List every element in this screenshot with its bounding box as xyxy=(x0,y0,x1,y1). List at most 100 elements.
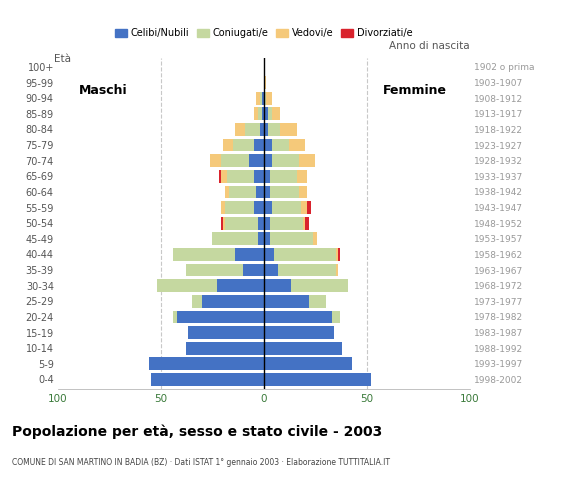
Bar xyxy=(264,76,266,89)
Bar xyxy=(305,217,309,229)
Bar xyxy=(264,108,268,120)
Text: Anno di nascita: Anno di nascita xyxy=(389,41,470,51)
Bar xyxy=(223,139,233,152)
Bar xyxy=(264,373,371,386)
Text: COMUNE DI SAN MARTINO IN BADIA (BZ) · Dati ISTAT 1° gennaio 2003 · Elaborazione : COMUNE DI SAN MARTINO IN BADIA (BZ) · Da… xyxy=(12,458,390,468)
Bar xyxy=(264,217,270,229)
Text: Popolazione per età, sesso e stato civile - 2003: Popolazione per età, sesso e stato civil… xyxy=(12,425,382,439)
Bar xyxy=(192,295,202,308)
Bar xyxy=(264,248,274,261)
Bar xyxy=(220,154,249,167)
Bar xyxy=(233,139,253,152)
Bar xyxy=(262,108,264,120)
Text: Maschi: Maschi xyxy=(78,84,127,97)
Bar xyxy=(313,232,317,245)
Bar xyxy=(338,248,340,261)
Bar xyxy=(260,123,264,136)
Bar xyxy=(249,154,264,167)
Bar xyxy=(245,123,260,136)
Bar xyxy=(258,108,262,120)
Bar xyxy=(219,170,220,183)
Bar xyxy=(309,295,325,308)
Bar xyxy=(280,123,297,136)
Bar xyxy=(220,170,227,183)
Bar xyxy=(272,108,280,120)
Bar xyxy=(264,154,272,167)
Bar xyxy=(258,232,264,245)
Bar xyxy=(256,92,260,105)
Bar xyxy=(272,154,299,167)
Bar xyxy=(258,217,264,229)
Bar xyxy=(264,342,342,355)
Bar xyxy=(173,311,177,324)
Bar xyxy=(216,279,264,292)
Bar xyxy=(272,139,289,152)
Text: Età: Età xyxy=(54,54,71,64)
Bar xyxy=(229,186,256,198)
Bar xyxy=(220,201,225,214)
Bar xyxy=(186,342,264,355)
Bar xyxy=(157,279,216,292)
Bar xyxy=(212,232,258,245)
Bar xyxy=(225,217,258,229)
Bar xyxy=(270,186,299,198)
Bar xyxy=(264,311,332,324)
Bar xyxy=(268,108,272,120)
Bar xyxy=(303,217,305,229)
Bar xyxy=(202,295,264,308)
Bar xyxy=(270,217,303,229)
Bar xyxy=(223,217,225,229)
Bar xyxy=(264,139,272,152)
Bar xyxy=(264,295,309,308)
Bar xyxy=(151,373,264,386)
Text: Femmine: Femmine xyxy=(383,84,447,97)
Bar xyxy=(264,326,334,339)
Bar xyxy=(148,358,264,370)
Bar xyxy=(264,232,270,245)
Bar xyxy=(235,123,245,136)
Bar xyxy=(220,217,223,229)
Bar xyxy=(299,154,316,167)
Bar xyxy=(272,201,301,214)
Bar xyxy=(307,201,311,214)
Bar xyxy=(299,186,307,198)
Bar xyxy=(243,264,264,276)
Bar xyxy=(177,311,264,324)
Bar xyxy=(225,186,229,198)
Bar xyxy=(274,248,336,261)
Bar xyxy=(332,311,340,324)
Bar xyxy=(264,170,270,183)
Bar xyxy=(235,248,264,261)
Bar xyxy=(211,154,220,167)
Bar xyxy=(262,92,264,105)
Bar xyxy=(225,201,253,214)
Bar xyxy=(256,186,264,198)
Bar xyxy=(253,201,264,214)
Bar xyxy=(253,139,264,152)
Bar xyxy=(297,170,307,183)
Bar xyxy=(186,264,243,276)
Bar xyxy=(264,201,272,214)
Bar xyxy=(264,186,270,198)
Bar xyxy=(291,279,349,292)
Bar xyxy=(266,92,272,105)
Bar xyxy=(270,232,313,245)
Bar xyxy=(336,248,338,261)
Bar xyxy=(253,108,258,120)
Legend: Celibi/Nubili, Coniugati/e, Vedovi/e, Divorziati/e: Celibi/Nubili, Coniugati/e, Vedovi/e, Di… xyxy=(111,24,416,42)
Bar xyxy=(301,201,307,214)
Bar xyxy=(188,326,264,339)
Bar xyxy=(264,92,266,105)
Bar xyxy=(173,248,235,261)
Bar xyxy=(264,358,353,370)
Bar xyxy=(336,264,338,276)
Bar xyxy=(264,279,291,292)
Bar xyxy=(260,92,262,105)
Bar xyxy=(264,123,268,136)
Bar xyxy=(278,264,336,276)
Bar xyxy=(264,264,278,276)
Bar xyxy=(289,139,305,152)
Bar xyxy=(270,170,297,183)
Bar xyxy=(268,123,280,136)
Bar xyxy=(227,170,253,183)
